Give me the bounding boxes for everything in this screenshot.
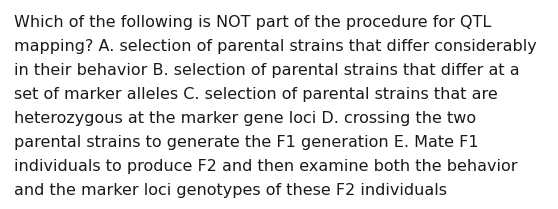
Text: heterozygous at the marker gene loci D. crossing the two: heterozygous at the marker gene loci D. … — [14, 111, 476, 126]
Text: in their behavior B. selection of parental strains that differ at a: in their behavior B. selection of parent… — [14, 63, 519, 78]
Text: mapping? A. selection of parental strains that differ considerably: mapping? A. selection of parental strain… — [14, 39, 537, 54]
Text: set of marker alleles C. selection of parental strains that are: set of marker alleles C. selection of pa… — [14, 87, 498, 102]
Text: Which of the following is NOT part of the procedure for QTL: Which of the following is NOT part of th… — [14, 15, 491, 30]
Text: and the marker loci genotypes of these F2 individuals: and the marker loci genotypes of these F… — [14, 183, 447, 198]
Text: parental strains to generate the F1 generation E. Mate F1: parental strains to generate the F1 gene… — [14, 135, 479, 150]
Text: individuals to produce F2 and then examine both the behavior: individuals to produce F2 and then exami… — [14, 159, 517, 174]
